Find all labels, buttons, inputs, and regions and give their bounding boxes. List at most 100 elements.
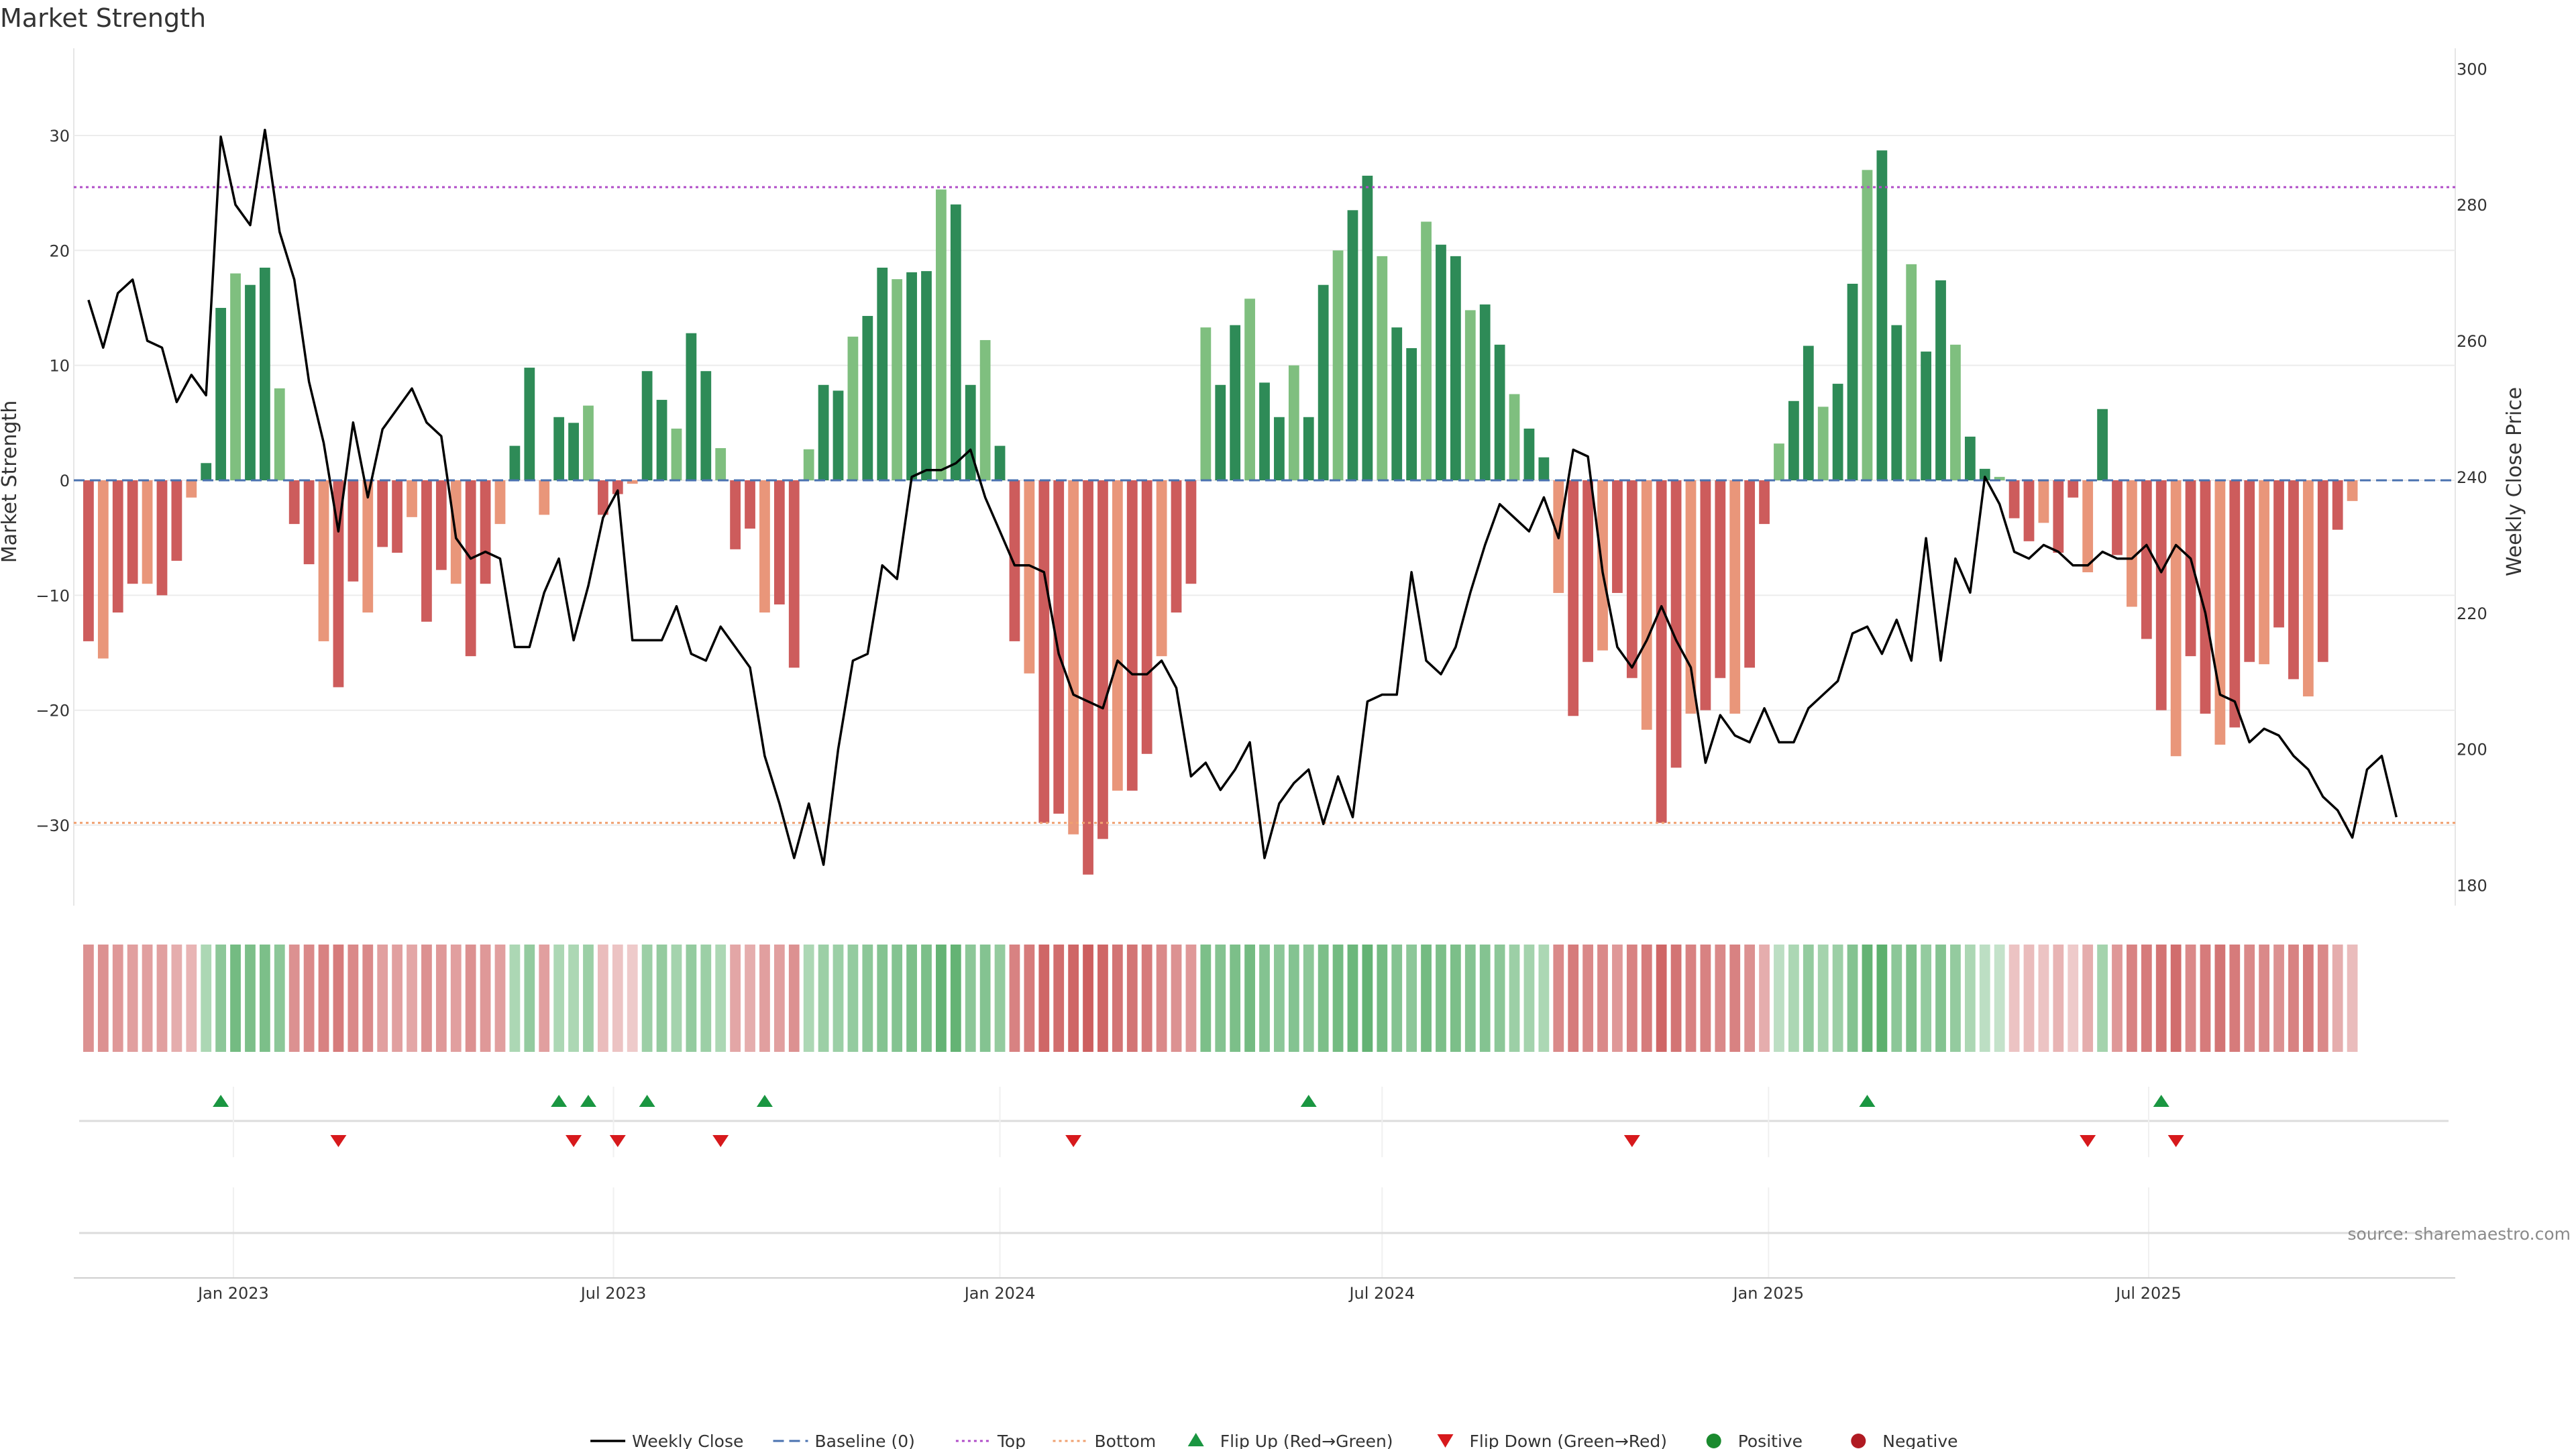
strength-bar [1244,299,1255,480]
strength-bar [1538,457,1550,480]
heat-cell [1097,945,1108,1052]
strength-bar [1288,365,1299,480]
strength-bar [1494,344,1505,480]
flip-up-marker [213,1095,229,1107]
heat-cell [1553,945,1564,1052]
heat-cell [1626,945,1638,1052]
heat-cell [612,945,623,1052]
legend-label: Weekly Close [632,1432,743,1449]
flip-down-marker [2167,1135,2184,1147]
y-tick-label: 20 [49,241,70,260]
x-axis-ticks: Jan 2023 Jul 2023 Jan 2024 Jul 2024 Jan 2025… [197,1284,2182,1303]
heat-cell [1244,945,1255,1052]
strength-bar [186,480,197,498]
heat-cell [2053,945,2064,1052]
heat-cell [318,945,329,1052]
heat-cell [480,945,491,1052]
strength-bar [509,445,521,480]
strength-bar [1876,150,1888,480]
y-axis-ticks: −30 −20 −10 0 10 20 30 [36,127,70,835]
heat-cell [979,945,991,1052]
heat-cell [2347,945,2358,1052]
legend-swatch [1706,1434,1721,1448]
heat-cell [847,945,859,1052]
heat-cell [1126,945,1138,1052]
flip-down-marker [330,1135,347,1147]
heat-cell [862,945,873,1052]
strength-bar [2141,480,2152,639]
strength-bar [612,480,623,494]
strength-bar [818,384,829,480]
strength-bar [2302,480,2314,697]
heat-cell [1759,945,1770,1052]
heat-cell [1479,945,1491,1052]
strength-bar [715,448,727,480]
x-tick-label: Jan 2024 [963,1284,1036,1303]
heat-cell [524,945,535,1052]
heat-cell [421,945,432,1052]
strength-bar [1656,480,1667,823]
heat-cell [2259,945,2270,1052]
strength-bar [1935,280,1946,480]
strength-bar [1700,480,1711,710]
y-tick-label: −30 [36,816,70,835]
strength-bar [2229,480,2241,728]
strength-bar [1215,384,1226,480]
source-note: source: sharemaestro.com [2348,1224,2571,1244]
legend-label: Flip Down (Green→Red) [1470,1432,1668,1449]
flip-down-marker [2080,1135,2096,1147]
strength-bar [1274,417,1285,480]
heat-cell [1318,945,1329,1052]
flip-down-marker [609,1135,626,1147]
strength-bar [2244,480,2255,662]
y2-tick-label: 200 [2457,741,2487,759]
heat-cell [392,945,402,1052]
heat-cell [1215,945,1226,1052]
heat-cell [627,945,638,1052]
strength-bar [259,268,270,480]
strength-bar [1200,327,1212,480]
strength-bar [2185,480,2196,657]
strength-bar [2038,480,2049,523]
flip-down-marker [712,1135,729,1147]
strength-bar [1891,325,1902,480]
heat-cell [1921,945,1931,1052]
heat-cell [759,945,770,1052]
strength-bar [833,390,844,480]
flip-markers [79,1087,2449,1157]
heat-cell [377,945,388,1052]
strength-bar [1097,480,1108,839]
heat-cell [994,945,1006,1052]
strength-bar [142,480,153,584]
strength-bar [201,463,212,480]
heat-cell [1406,945,1417,1052]
heat-cell [641,945,653,1052]
strength-bar [97,480,109,659]
y-tick-label: 0 [60,472,70,490]
heat-cell [2229,945,2241,1052]
heat-cell [1891,945,1902,1052]
y-axis-label: Market Strength [0,400,21,563]
flip-down-marker [1623,1135,1640,1147]
heat-cell [1288,945,1299,1052]
heat-cell [2155,945,2167,1052]
heat-cell [1509,945,1520,1052]
strength-bar [1832,384,1843,480]
strength-bar [1641,480,1652,730]
heat-cell [1935,945,1946,1052]
heat-cell [201,945,212,1052]
heat-cell [803,945,814,1052]
heat-cell [1803,945,1814,1052]
strength-bar [1582,480,1593,662]
strength-bar [127,480,138,584]
strength-bar [1994,476,2005,480]
strength-bar [598,480,608,515]
strength-bar [1626,480,1638,678]
heat-cell [97,945,109,1052]
strength-bar [803,449,814,480]
strength-bar [2347,480,2358,501]
heat-cell [230,945,241,1052]
weekly-close-series [87,128,2398,866]
heat-cell [186,945,197,1052]
legend-swatch [1437,1434,1454,1448]
